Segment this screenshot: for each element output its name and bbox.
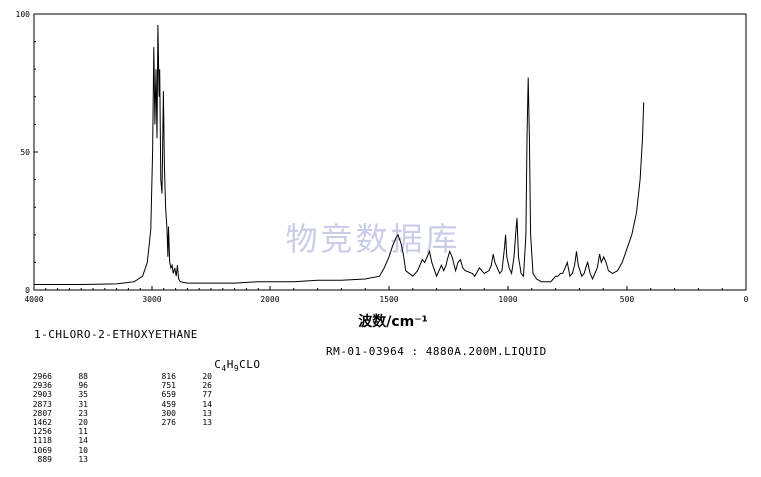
y-axis-ticks: 100 50 0	[16, 10, 38, 295]
peak-wavenumber: 300	[161, 408, 176, 418]
peak-row: 2966 88	[22, 372, 88, 381]
peak-intensity: 14	[202, 399, 212, 409]
peak-intensity: 26	[202, 381, 212, 391]
peak-wavenumber: 459	[161, 399, 176, 409]
peak-row: 1462 20	[22, 418, 88, 427]
peak-row: 1069 10	[22, 446, 88, 455]
peak-row: 1256 11	[22, 427, 88, 436]
y-tick-label: 50	[20, 148, 30, 157]
peak-table-column-2: 816 20 751 26 659 77 459 14 300 13 276 13	[146, 372, 212, 427]
peak-wavenumber: 1069	[32, 445, 52, 455]
peak-row: 2807 23	[22, 409, 88, 418]
x-tick-label: 4000	[24, 295, 43, 304]
peak-intensity: 35	[78, 390, 88, 400]
formula-subscript: 4	[221, 364, 227, 374]
peak-row: 1118 14	[22, 436, 88, 445]
compound-name: 1-CHLORO-2-ETHOXYETHANE	[34, 328, 198, 341]
peak-row: 300 13	[146, 409, 212, 418]
peak-wavenumber: 2807	[32, 408, 52, 418]
peak-intensity: 31	[78, 399, 88, 409]
peak-wavenumber: 1462	[32, 418, 52, 428]
x-axis-label: 波数/cm⁻¹	[358, 313, 428, 330]
peak-row: 2873 31	[22, 400, 88, 409]
peak-wavenumber: 2873	[32, 399, 52, 409]
peak-wavenumber: 816	[161, 372, 176, 381]
spectrum-line	[34, 24, 645, 285]
peak-intensity: 77	[202, 390, 212, 400]
peak-table-column-1: 2966 88 2936 96 2903 35 2873 31 2807 23 1462 20 1256…	[22, 372, 88, 464]
peak-row: 816 20	[146, 372, 212, 381]
x-tick-label: 0	[744, 295, 749, 304]
peak-wavenumber: 659	[161, 390, 176, 400]
peak-row: 2936 96	[22, 381, 88, 390]
y-tick-label: 0	[25, 286, 30, 295]
peak-wavenumber: 276	[161, 418, 176, 428]
peak-intensity: 11	[78, 427, 88, 437]
formula-part: C	[214, 358, 222, 371]
x-axis-ticks: 4000 3000 2000 1500 1000 500 0	[24, 286, 749, 304]
formula-subscript: 9	[233, 364, 240, 374]
peak-intensity: 14	[78, 436, 88, 446]
watermark: 物竞数据库	[285, 220, 460, 258]
peak-wavenumber: 1256	[32, 427, 52, 437]
peak-intensity: 23	[78, 408, 88, 418]
peak-intensity: 10	[78, 445, 88, 455]
peak-wavenumber: 751	[161, 381, 176, 391]
peak-row: 2903 35	[22, 390, 88, 399]
peak-intensity: 96	[78, 381, 88, 391]
peak-intensity: 13	[78, 454, 88, 464]
molecular-formula: C4H9CLO	[200, 345, 261, 373]
reference-info: RM-01-03964 : 4880A.200M.LIQUID	[326, 345, 547, 358]
x-tick-label: 1000	[498, 295, 517, 304]
peak-wavenumber: 889	[37, 454, 52, 464]
peak-row: 459 14	[146, 400, 212, 409]
formula-part: H	[226, 358, 234, 371]
peak-wavenumber: 2966	[32, 372, 52, 381]
peak-intensity: 13	[202, 408, 212, 418]
peak-row: 751 26	[146, 381, 212, 390]
peak-row: 889 13	[22, 455, 88, 464]
peak-intensity: 13	[202, 418, 212, 428]
peak-intensity: 88	[78, 372, 88, 381]
peak-wavenumber: 2936	[32, 381, 52, 391]
x-tick-label: 500	[620, 295, 635, 304]
peak-intensity: 20	[78, 418, 88, 428]
x-tick-label: 3000	[142, 295, 161, 304]
formula-part: CLO	[239, 358, 261, 371]
peak-row: 276 13	[146, 418, 212, 427]
peak-wavenumber: 2903	[32, 390, 52, 400]
x-tick-label: 1500	[379, 295, 398, 304]
peak-wavenumber: 1118	[32, 436, 52, 446]
x-tick-label: 2000	[260, 295, 279, 304]
y-tick-label: 100	[16, 10, 31, 19]
peak-row: 659 77	[146, 390, 212, 399]
peak-intensity: 20	[202, 372, 212, 381]
